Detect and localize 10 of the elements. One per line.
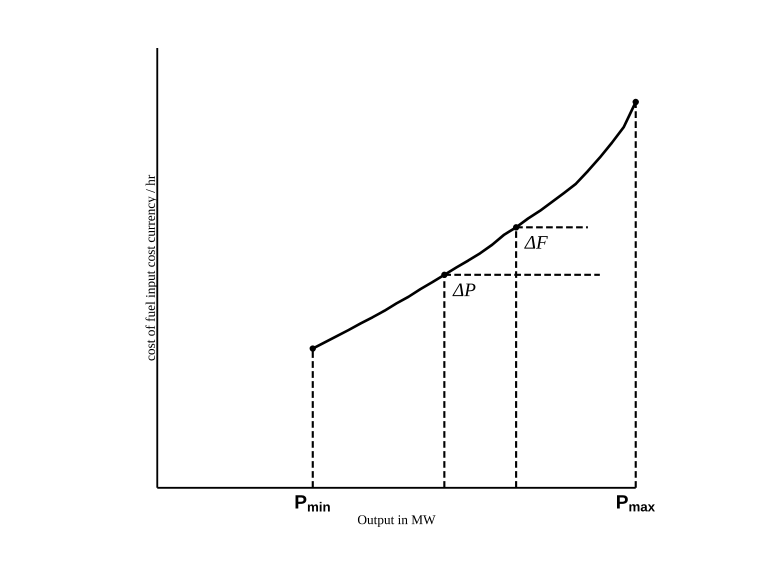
annotation: ΔP: [452, 283, 476, 296]
point: [512, 224, 520, 231]
x-tick-label: P$_{max}$: [617, 495, 655, 512]
point: [441, 272, 448, 278]
x-tick-label: P$_{min}$: [296, 495, 330, 512]
annotation: ΔF: [524, 236, 548, 249]
point: [310, 345, 316, 352]
x-axis-title: Output in MW: [358, 515, 436, 527]
point: [632, 98, 639, 106]
y-axis-title: cost of fuel input cost currency / hr: [145, 174, 158, 360]
